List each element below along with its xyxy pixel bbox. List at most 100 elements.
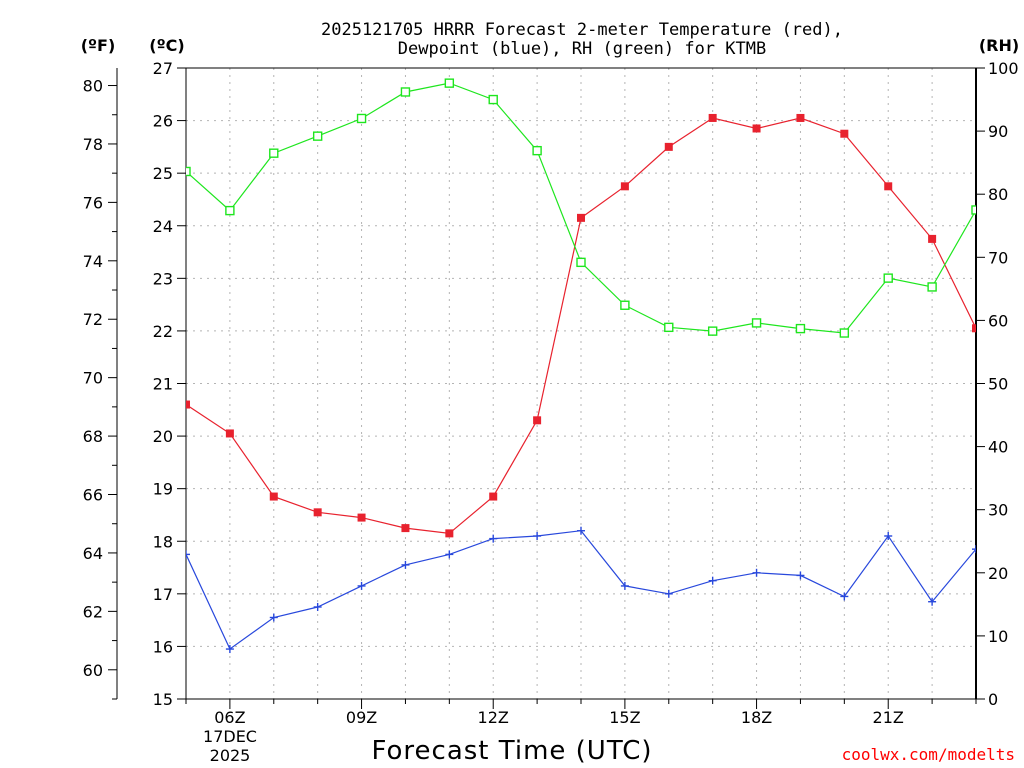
dewpoint-point — [884, 531, 893, 540]
dewpoint-point — [664, 589, 673, 598]
series-temperature — [186, 113, 976, 538]
temperature-point — [796, 113, 805, 122]
rh-tick-label: 20 — [988, 564, 1008, 583]
rh-point — [576, 257, 586, 268]
series-dewpoint — [186, 526, 976, 654]
temperature-point — [884, 182, 893, 191]
dewpoint-point — [225, 645, 234, 654]
axes — [116, 67, 977, 700]
rh-point — [356, 113, 367, 124]
rh-point — [664, 322, 674, 333]
rh-tick-label: 100 — [988, 59, 1019, 78]
rh-point — [225, 205, 235, 216]
fahrenheit-tick-label: 60 — [83, 661, 103, 680]
celsius-tick-label: 18 — [153, 532, 173, 551]
dewpoint-point — [313, 602, 322, 611]
chart-title-line-2: Dewpoint (blue), RH (green) for KTMB — [398, 39, 766, 59]
celsius-tick-label: 26 — [153, 112, 173, 131]
rh-point — [400, 87, 411, 97]
fahrenheit-tick-label: 70 — [83, 369, 103, 388]
fahrenheit-tick-label: 72 — [83, 310, 103, 329]
rh-point — [795, 323, 806, 334]
fahrenheit-axis-label: (ºF) — [81, 36, 116, 55]
temperature-point — [928, 234, 937, 243]
celsius-tick-label: 20 — [153, 427, 173, 446]
rh-point — [839, 328, 850, 338]
celsius-tick-label: 24 — [153, 217, 173, 236]
rh-point — [971, 205, 976, 215]
fahrenheit-tick-label: 74 — [83, 252, 103, 271]
rh-point — [883, 273, 893, 283]
rh-axis-label: (RH) — [979, 36, 1019, 55]
fahrenheit-tick-label: 68 — [83, 427, 103, 446]
fahrenheit-tick-label: 76 — [83, 193, 103, 212]
temperature-point — [664, 142, 673, 151]
rh-point — [927, 282, 937, 292]
series-rh — [186, 78, 976, 338]
celsius-tick-label: 23 — [153, 269, 173, 288]
dewpoint-point — [620, 581, 629, 590]
celsius-tick-label: 15 — [153, 690, 173, 709]
dewpoint-point — [577, 526, 585, 535]
time-tick-label: 06Z — [214, 708, 245, 727]
celsius-tick-label: 17 — [153, 585, 173, 604]
dewpoint-point — [357, 581, 366, 590]
rh-point — [186, 166, 191, 177]
celsius-tick-label: 25 — [153, 164, 173, 183]
rh-tick-label: 30 — [988, 501, 1008, 520]
temperature-point — [357, 513, 366, 522]
dewpoint-point — [708, 576, 717, 585]
rh-tick-label: 90 — [988, 122, 1008, 141]
source-credit: coolwx.com/modelts — [842, 745, 1015, 764]
rh-axis: 0 10 20 30 40 50 60 70 80 90 100 — [976, 59, 1019, 709]
dewpoint-point — [489, 534, 498, 543]
rh-tick-label: 60 — [988, 311, 1008, 330]
dewpoint-line — [186, 530, 976, 650]
time-tick-label: 18Z — [741, 708, 772, 727]
dewpoint-point — [533, 531, 542, 540]
series — [186, 78, 976, 654]
chart-title-line-1: 2025121705 HRRR Forecast 2-meter Tempera… — [321, 20, 843, 40]
celsius-tick-label: 19 — [153, 480, 173, 499]
rh-tick-label: 40 — [988, 438, 1008, 457]
grid-lines — [186, 68, 976, 699]
time-tick-label: 12Z — [478, 708, 509, 727]
dewpoint-point — [796, 571, 805, 580]
dewpoint-point — [445, 550, 454, 559]
temperature-point — [445, 529, 454, 538]
fahrenheit-tick-label: 62 — [83, 602, 103, 621]
rh-point — [751, 318, 762, 328]
fahrenheit-tick-label: 66 — [83, 486, 103, 505]
rh-tick-label: 50 — [988, 375, 1008, 394]
temperature-point — [269, 492, 278, 501]
fahrenheit-axis: 60 62 64 66 68 70 72 74 76 78 80 — [83, 77, 117, 700]
rh-point — [312, 131, 323, 141]
celsius-tick-label: 27 — [153, 59, 173, 78]
rh-point — [444, 78, 455, 88]
temperature-point — [752, 124, 761, 133]
dewpoint-point — [752, 568, 761, 577]
rh-tick-label: 80 — [988, 185, 1008, 204]
temperature-point — [186, 400, 190, 409]
temperature-point — [708, 113, 717, 122]
celsius-tick-label: 21 — [153, 375, 173, 394]
dewpoint-point — [928, 597, 937, 606]
time-tick-label: 09Z — [346, 708, 377, 727]
x-date-label-day: 17DEC — [203, 727, 257, 746]
temperature-point — [972, 324, 976, 333]
fahrenheit-tick-label: 64 — [83, 544, 103, 563]
temperature-point — [620, 182, 629, 191]
rh-point — [707, 326, 718, 336]
dewpoint-point — [401, 560, 410, 569]
celsius-axis: 15 16 17 18 19 20 21 22 23 24 25 26 27 — [153, 59, 186, 709]
temperature-point — [401, 524, 410, 533]
time-tick-label: 15Z — [609, 708, 640, 727]
x-axis-title: Forecast Time (UTC) — [371, 736, 652, 766]
rh-tick-label: 10 — [988, 627, 1008, 646]
fahrenheit-tick-label: 80 — [83, 77, 103, 96]
dewpoint-point — [840, 592, 849, 601]
dewpoint-point — [186, 550, 190, 559]
rh-point — [269, 148, 279, 158]
rh-tick-label: 0 — [988, 690, 998, 709]
